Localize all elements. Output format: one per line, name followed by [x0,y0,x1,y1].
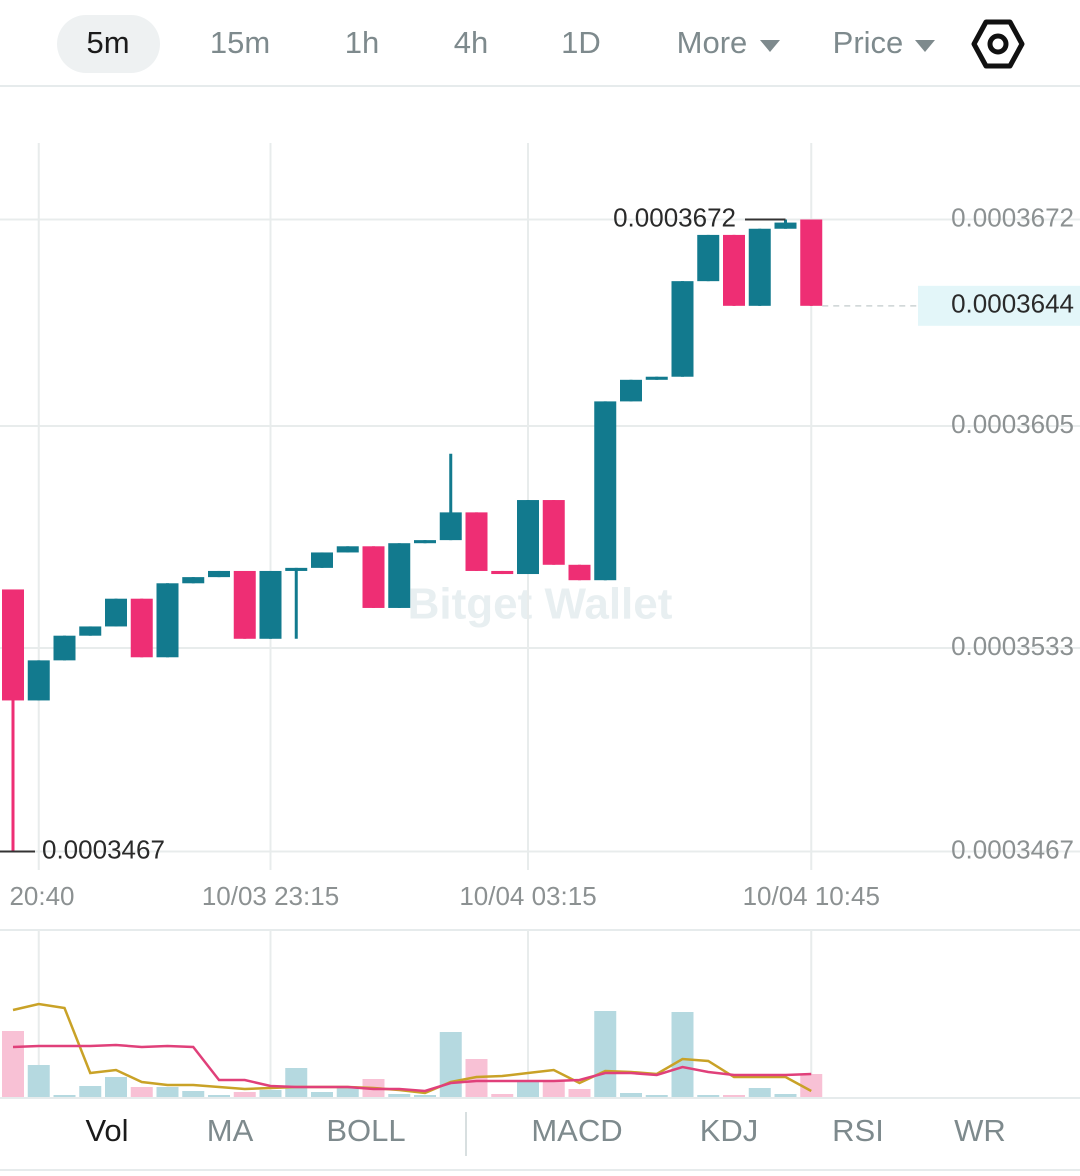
timeframe-tab[interactable]: 15m [210,25,270,60]
volume-bar [105,1077,127,1097]
volume-bar [388,1094,411,1097]
watermark: Bitget Wallet [408,580,673,629]
volume-bar [27,1065,50,1097]
candle-body [233,570,256,639]
candle-body [182,577,205,584]
candle-body [53,635,76,661]
candle-body [439,512,462,541]
x-tick-label: 10/04 03:15 [459,881,596,911]
y-tick-label: 0.0003672 [951,202,1074,232]
volume-bar [594,1011,617,1097]
low-label: 0.0003467 [42,834,165,864]
indicator-tab[interactable]: WR [954,1113,1006,1148]
candle-body [311,552,333,568]
y-tick-label: 0.0003605 [951,409,1074,439]
indicator-tab[interactable]: MA [207,1113,254,1148]
volume-bar [568,1089,591,1097]
indicator-tab[interactable]: Vol [85,1113,128,1148]
volume-bar [517,1082,539,1097]
x-tick-label: 10/04 10:45 [743,881,880,911]
candle-body [568,564,591,581]
candle-body [105,598,127,627]
selected-tab-pill [57,15,160,73]
candle-body [465,512,488,571]
settings-hexagon [971,19,1025,69]
volume-bar [774,1094,797,1097]
dropdown-caret [915,40,935,52]
volume-bar [259,1090,282,1097]
high-label: 0.0003672 [613,202,736,232]
settings-circle [987,33,1009,55]
candle-body [414,540,436,544]
candle-body [362,546,385,608]
volume-bar [233,1092,256,1097]
candle-body [27,660,50,701]
indicator-tab[interactable]: RSI [832,1113,884,1148]
candle-body [336,546,359,553]
more-dropdown[interactable]: More [677,25,748,60]
last-price-label: 0.0003644 [951,289,1074,319]
indicator-tab[interactable]: BOLL [326,1113,405,1148]
indicator-tab[interactable]: MACD [531,1113,622,1148]
candle-body [79,626,102,636]
candle-body [620,379,642,402]
candle-body [594,401,617,581]
settings-icon[interactable] [971,19,1025,69]
volume-bar [542,1080,565,1097]
price-dropdown[interactable]: Price [833,25,904,60]
candle-body [285,567,308,571]
volume-bar [620,1093,642,1097]
volume-bar [79,1086,102,1097]
volume-bar [53,1095,76,1097]
volume-bar [697,1095,720,1097]
volume-bar [800,1074,823,1097]
y-tick-label: 0.0003467 [951,834,1074,864]
timeframe-tab[interactable]: 5m [86,25,129,60]
candle-body [259,570,282,639]
candle-body [208,570,230,578]
candle-body [671,281,694,377]
candle-body [130,598,153,658]
volume-bar [439,1032,462,1097]
dropdown-caret [760,40,780,52]
volume-bar [156,1087,179,1097]
volume-bar [130,1087,153,1097]
timeframe-tab[interactable]: 4h [454,25,488,60]
volume-bar [182,1091,205,1097]
volume-bar [414,1095,436,1097]
candle-body [156,583,179,658]
candle-body [542,500,565,565]
y-tick-label: 0.0003533 [951,631,1074,661]
candle-body [697,234,720,282]
volume-ma-line [12,1043,812,1093]
volume-bar [671,1012,694,1097]
volume-bar [285,1068,308,1097]
volume-bar [748,1088,771,1097]
x-tick-label: 10/03 23:15 [202,881,339,911]
volume-bar [2,1031,24,1097]
volume-bar [311,1092,333,1097]
last-price-badge [918,285,1080,326]
volume-bar [336,1088,359,1097]
candle-body [748,228,771,306]
volume-bar [491,1094,514,1097]
candle-body [645,376,668,380]
candle-body [800,219,823,306]
volume-bar [645,1095,668,1097]
candle-body [388,543,411,608]
volume-bar [208,1095,230,1097]
candle-body [491,570,514,575]
candle-body [2,589,24,701]
volume-ma-line [12,1002,812,1095]
candle-body [517,500,539,575]
volume-bar [723,1095,745,1097]
timeframe-tab[interactable]: 1D [561,25,601,60]
indicator-tab[interactable]: KDJ [700,1113,759,1148]
timeframe-tab[interactable]: 1h [345,25,379,60]
candle-body [723,234,745,306]
candle-body [774,222,797,229]
x-tick-label: 20:40 [9,881,74,911]
